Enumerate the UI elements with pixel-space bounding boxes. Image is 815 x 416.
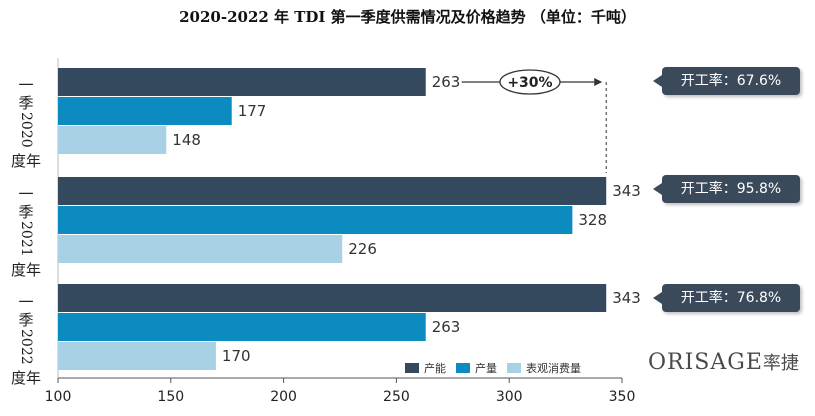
utilization-badge-2020: 开工率：67.6%	[653, 67, 800, 95]
legend: 产能 产量 表观消费量	[405, 360, 581, 376]
chart-title: 2020-2022 年 TDI 第一季度供需情况及价格趋势 （单位：千吨）	[179, 8, 636, 26]
bar	[58, 97, 232, 125]
x-tick-label: 350	[609, 389, 636, 405]
bar	[58, 206, 573, 234]
legend-swatch-capacity	[405, 363, 419, 373]
legend-swatch-output	[456, 363, 470, 373]
category-label-2020: 一 季 2020 度年	[10, 76, 41, 170]
bar	[58, 313, 426, 341]
category-label-2022: 一 季 2022 度年	[10, 293, 41, 387]
bar-value-label: 177	[238, 102, 267, 120]
orisage-logo: ORISAGE率捷	[648, 350, 799, 375]
bar	[58, 284, 607, 312]
x-tick-label: 100	[45, 389, 72, 405]
x-tick-label: 150	[157, 389, 184, 405]
x-tick-label: 250	[383, 389, 410, 405]
bar-value-label: 148	[172, 131, 201, 149]
bar	[58, 126, 167, 154]
bar-value-label: 328	[578, 211, 607, 229]
bar-value-label: 226	[348, 240, 377, 258]
legend-swatch-consumption	[507, 363, 521, 373]
bar-value-label: 263	[432, 318, 461, 336]
bar	[58, 68, 426, 96]
bar	[58, 177, 607, 205]
growth-arrow-head	[594, 78, 603, 86]
legend-item-output: 产量	[456, 360, 497, 376]
bar-value-label: 170	[222, 347, 251, 365]
category-label-2021: 一 季 2021 度年	[10, 185, 41, 279]
legend-item-capacity: 产能	[405, 360, 446, 376]
bar-value-label: 343	[612, 182, 641, 200]
bar-value-label: 343	[612, 289, 641, 307]
x-tick-label: 300	[496, 389, 523, 405]
utilization-badge-2021: 开工率：95.8%	[653, 175, 800, 203]
growth-label: +30%	[507, 75, 552, 91]
bar	[58, 235, 343, 263]
utilization-badge-2022: 开工率：76.8%	[653, 284, 800, 312]
legend-item-consumption: 表观消费量	[507, 360, 581, 376]
growth-oval	[499, 69, 561, 95]
x-tick-label: 200	[270, 389, 297, 405]
bar-value-label: 263	[432, 73, 461, 91]
bar	[58, 342, 216, 370]
